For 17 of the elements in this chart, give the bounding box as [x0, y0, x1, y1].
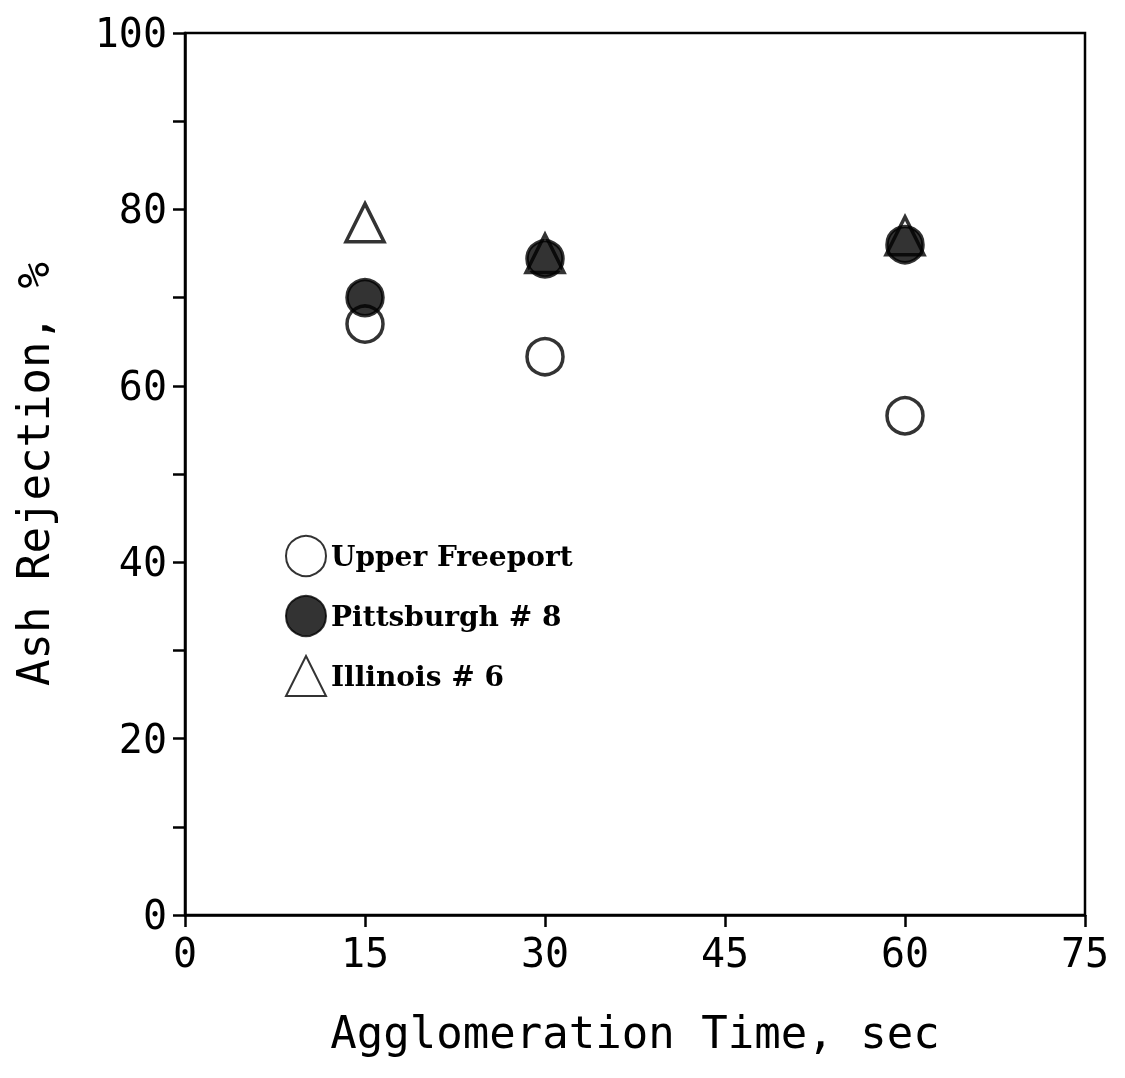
y-tick-label: 0: [142, 892, 167, 938]
x-tick-label: 75: [1060, 930, 1110, 976]
legend-label: Illinois # 6: [331, 659, 504, 693]
x-tick-label: 60: [880, 930, 930, 976]
legend-label: Upper Freeport: [331, 539, 573, 573]
x-tick-label: 0: [172, 930, 198, 976]
x-tick-label: 30: [520, 930, 570, 976]
x-tick-label: 15: [340, 930, 390, 976]
y-tick-label: 40: [118, 539, 167, 586]
y-tick-label: 80: [118, 186, 167, 233]
y-tick-label: 20: [118, 715, 167, 762]
y-tick-label: 60: [118, 362, 167, 409]
y-tick-label: 100: [94, 10, 167, 56]
x-axis-title: Agglomeration Time, sec: [330, 1006, 940, 1058]
y-axis-title: Ash Rejection, %: [7, 262, 59, 686]
x-tick-label: 45: [700, 930, 750, 976]
legend-label: Pittsburgh # 8: [331, 599, 562, 633]
